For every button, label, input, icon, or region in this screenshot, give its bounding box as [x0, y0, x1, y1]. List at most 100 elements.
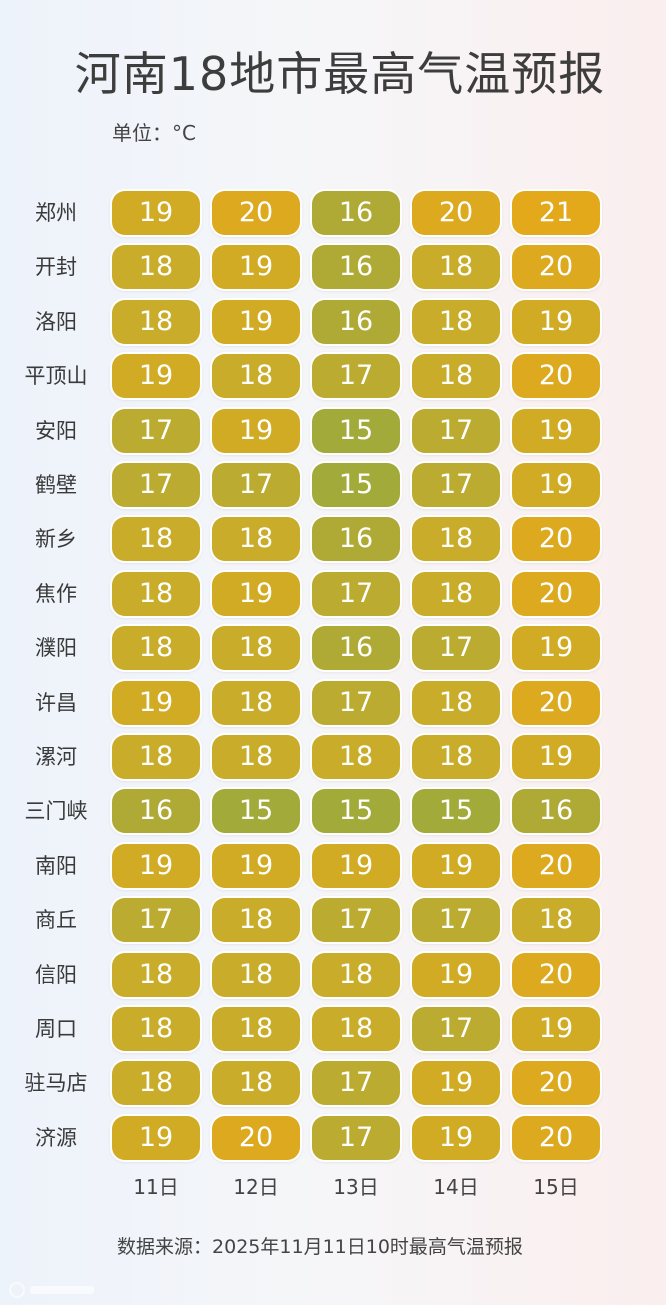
unit-label: 单位：°C [112, 121, 196, 145]
temperature-cell: 18 [112, 952, 200, 997]
temperature-cell: 19 [112, 191, 200, 235]
city-label: 新乡 [35, 527, 77, 552]
temperature-cell: 18 [112, 245, 200, 290]
temperature-cell: 18 [212, 735, 300, 779]
temperature-cell: 19 [512, 1007, 600, 1051]
temperature-cell: 20 [212, 191, 300, 235]
temperature-cell: 16 [312, 626, 400, 671]
temperature-cell: 16 [512, 789, 600, 834]
day-label: 14日 [433, 1175, 479, 1199]
temperature-cell: 18 [112, 517, 200, 562]
temperature-cell: 20 [212, 1115, 300, 1160]
temperature-cell: 18 [212, 898, 300, 943]
city-label: 许昌 [35, 690, 77, 715]
temperature-cell: 20 [512, 680, 600, 725]
temperature-cell: 18 [512, 898, 600, 943]
temperature-cell: 19 [212, 571, 300, 616]
city-label: 郑州 [35, 201, 77, 225]
city-label: 开封 [35, 255, 77, 280]
temperature-cell: 18 [112, 735, 200, 779]
temperature-cell: 17 [412, 626, 500, 671]
temperature-cell: 18 [412, 245, 500, 290]
temperature-cell: 17 [312, 1061, 400, 1106]
day-label: 11日 [133, 1175, 179, 1199]
temperature-cell: 18 [112, 626, 200, 671]
city-label: 信阳 [35, 962, 77, 987]
page-title: 河南18地市最高气温预报 [74, 47, 606, 101]
temperature-cell: 17 [112, 408, 200, 453]
temperature-cell: 17 [412, 898, 500, 943]
temperature-cell: 18 [212, 952, 300, 997]
temperature-cell: 19 [412, 1115, 500, 1160]
temperature-cell: 18 [412, 735, 500, 779]
temperature-cell: 17 [112, 463, 200, 507]
temperature-cell: 17 [112, 898, 200, 943]
temperature-cell: 19 [412, 1061, 500, 1106]
temperature-cell: 16 [312, 299, 400, 344]
city-label: 周口 [35, 1017, 77, 1041]
temperature-cell: 18 [412, 680, 500, 725]
day-label: 12日 [233, 1175, 279, 1199]
temperature-cell: 20 [512, 571, 600, 616]
temperature-cell: 20 [512, 952, 600, 997]
temperature-cell: 18 [212, 1007, 300, 1051]
temperature-cell: 20 [512, 354, 600, 399]
temperature-cell: 20 [412, 191, 500, 235]
temperature-cell: 18 [412, 571, 500, 616]
temperature-cell: 18 [412, 517, 500, 562]
city-label: 济源 [35, 1125, 77, 1150]
city-label: 商丘 [35, 908, 77, 933]
temperature-cell: 16 [312, 191, 400, 235]
temperature-cell: 19 [112, 843, 200, 888]
city-label: 焦作 [35, 581, 77, 606]
temperature-cell: 18 [212, 626, 300, 671]
city-label: 鹤壁 [35, 473, 77, 497]
city-label: 南阳 [35, 853, 77, 878]
city-label: 安阳 [35, 418, 77, 443]
temperature-cell: 20 [512, 1061, 600, 1106]
temperature-cell: 17 [412, 1007, 500, 1051]
temperature-cell: 15 [412, 789, 500, 834]
temperature-cell: 15 [312, 463, 400, 507]
temperature-cell: 18 [212, 1061, 300, 1106]
temperature-cell: 15 [312, 789, 400, 834]
temperature-cell: 19 [112, 354, 200, 399]
city-label: 驻马店 [24, 1071, 88, 1096]
temperature-cell: 18 [312, 952, 400, 997]
temperature-cell: 18 [112, 1007, 200, 1051]
temperature-cell: 19 [312, 843, 400, 888]
temperature-cell: 18 [412, 354, 500, 399]
temperature-cell: 19 [412, 952, 500, 997]
temperature-cell: 16 [312, 245, 400, 290]
temperature-cell: 18 [112, 299, 200, 344]
day-label: 15日 [533, 1175, 579, 1199]
temperature-cell: 18 [112, 1061, 200, 1106]
temperature-cell: 16 [112, 789, 200, 834]
temperature-cell: 20 [512, 517, 600, 562]
temperature-cell: 15 [312, 408, 400, 453]
temperature-cell: 18 [312, 735, 400, 779]
temperature-cell: 20 [512, 1115, 600, 1160]
temperature-cell: 17 [312, 898, 400, 943]
city-label: 濮阳 [35, 636, 77, 661]
temperature-cell: 19 [512, 463, 600, 507]
city-label: 洛阳 [35, 309, 77, 334]
city-label: 平顶山 [24, 364, 88, 389]
temperature-cell: 17 [312, 354, 400, 399]
temperature-cell: 19 [212, 299, 300, 344]
temperature-cell: 17 [312, 680, 400, 725]
temperature-cell: 19 [212, 408, 300, 453]
temperature-cell: 17 [412, 463, 500, 507]
city-label: 漯河 [35, 745, 77, 769]
temperature-cell: 19 [112, 680, 200, 725]
temperature-cell: 18 [112, 571, 200, 616]
temperature-cell: 19 [212, 843, 300, 888]
temperature-cell: 21 [512, 191, 600, 235]
watermark-logo-icon [9, 1282, 94, 1298]
temperature-cell: 18 [412, 299, 500, 344]
temperature-cell: 19 [112, 1115, 200, 1160]
temperature-cell: 19 [212, 245, 300, 290]
temperature-cell: 20 [512, 245, 600, 290]
temperature-cell: 15 [212, 789, 300, 834]
